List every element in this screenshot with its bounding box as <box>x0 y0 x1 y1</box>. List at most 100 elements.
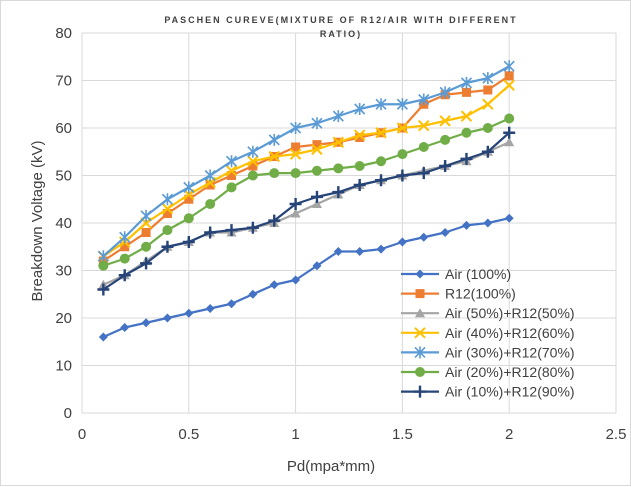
legend-swatch-marker <box>415 308 425 318</box>
data-point <box>289 198 302 210</box>
legend-item-7: Air (10%)+R12(90%) <box>401 384 575 400</box>
data-point <box>140 209 152 222</box>
data-point <box>247 145 259 158</box>
data-point <box>355 133 365 142</box>
data-point <box>204 226 217 239</box>
data-point <box>354 161 365 171</box>
legend-label: Air (50%)+R12(50%) <box>445 305 575 321</box>
data-point <box>333 247 343 256</box>
data-point <box>332 110 344 123</box>
legend-label: Air (30%)+R12(70%) <box>445 344 575 360</box>
data-point <box>311 199 322 208</box>
data-point <box>120 242 130 252</box>
data-point <box>161 240 174 253</box>
data-point <box>353 179 366 191</box>
y-tick-label: 30 <box>55 263 72 280</box>
legend-swatch-marker <box>414 385 426 398</box>
data-point <box>482 123 493 133</box>
data-point <box>503 79 515 91</box>
data-point <box>483 218 493 228</box>
y-tick-label: 40 <box>55 215 72 232</box>
data-point <box>226 182 237 193</box>
x-tick-label: 1.5 <box>392 426 413 443</box>
data-point <box>183 213 194 224</box>
data-point <box>375 127 387 139</box>
data-point <box>119 253 130 264</box>
data-point <box>162 313 172 323</box>
data-point <box>120 323 130 332</box>
legend-item-6: Air (20%)+R12(80%) <box>401 364 575 380</box>
data-point <box>461 127 472 138</box>
data-point <box>461 220 471 230</box>
data-point <box>439 160 452 172</box>
data-point <box>460 76 473 89</box>
data-point <box>182 236 195 248</box>
data-point <box>247 155 259 167</box>
data-point <box>248 289 258 299</box>
legend-label: Air (40%)+R12(60%) <box>445 325 575 341</box>
data-point <box>440 228 450 237</box>
data-point <box>310 190 323 203</box>
y-tick-label: 20 <box>55 310 72 327</box>
data-point <box>504 113 515 124</box>
x-tick-label: 2.5 <box>606 426 627 443</box>
data-point <box>268 133 280 146</box>
y-axis-label: Breakdown Voltage (kV) <box>29 141 46 302</box>
data-point <box>460 110 473 122</box>
data-point <box>291 142 301 152</box>
data-point <box>481 145 494 158</box>
legend-item-2: R12(100%) <box>401 286 516 302</box>
data-point <box>268 150 280 163</box>
grid-layer <box>81 32 617 414</box>
chart-title: PASCHEN CUREVE(MIXTURE OF R12/AIR WITH D… <box>164 15 515 39</box>
data-point <box>376 244 386 254</box>
data-point <box>205 199 216 209</box>
data-point <box>141 318 151 328</box>
data-point <box>417 167 430 180</box>
data-point <box>119 231 131 244</box>
legend-item-5: Air (30%)+R12(70%) <box>401 344 575 360</box>
data-point <box>355 247 365 256</box>
data-point <box>396 98 408 111</box>
y-tick-label: 70 <box>55 73 72 90</box>
x-tick-label: 2 <box>505 426 513 443</box>
data-point <box>311 143 323 156</box>
data-point <box>440 134 451 145</box>
data-point <box>205 304 215 313</box>
data-point <box>118 269 131 282</box>
data-point <box>332 186 345 199</box>
data-point <box>354 103 366 115</box>
data-point <box>460 152 473 165</box>
data-point <box>482 72 494 85</box>
data-point <box>161 203 174 215</box>
data-point <box>375 174 388 187</box>
data-point <box>98 332 108 342</box>
data-point <box>503 126 516 139</box>
x-tick-label: 1 <box>291 426 299 443</box>
series-line <box>102 65 510 258</box>
series-1 <box>98 213 514 342</box>
data-point <box>439 86 451 99</box>
y-tick-label: 50 <box>55 168 72 185</box>
data-point <box>332 136 345 148</box>
legend-item-3: Air (50%)+R12(50%) <box>401 305 575 321</box>
data-point <box>290 122 302 134</box>
data-point <box>418 119 430 132</box>
y-tick-label: 10 <box>55 358 72 375</box>
data-point <box>225 155 238 168</box>
data-point <box>312 261 322 271</box>
data-point <box>418 142 429 152</box>
legend-swatch-marker <box>415 289 425 299</box>
legend-swatch-marker <box>415 367 425 377</box>
legend-item-4: Air (40%)+R12(60%) <box>401 325 575 341</box>
y-tick-label: 0 <box>64 405 72 422</box>
data-point <box>97 250 109 263</box>
data-point <box>227 299 237 309</box>
data-point <box>311 117 323 130</box>
data-point <box>482 98 494 110</box>
data-point <box>184 194 194 204</box>
legend-label: Air (100%) <box>445 266 511 282</box>
data-point <box>141 228 151 237</box>
